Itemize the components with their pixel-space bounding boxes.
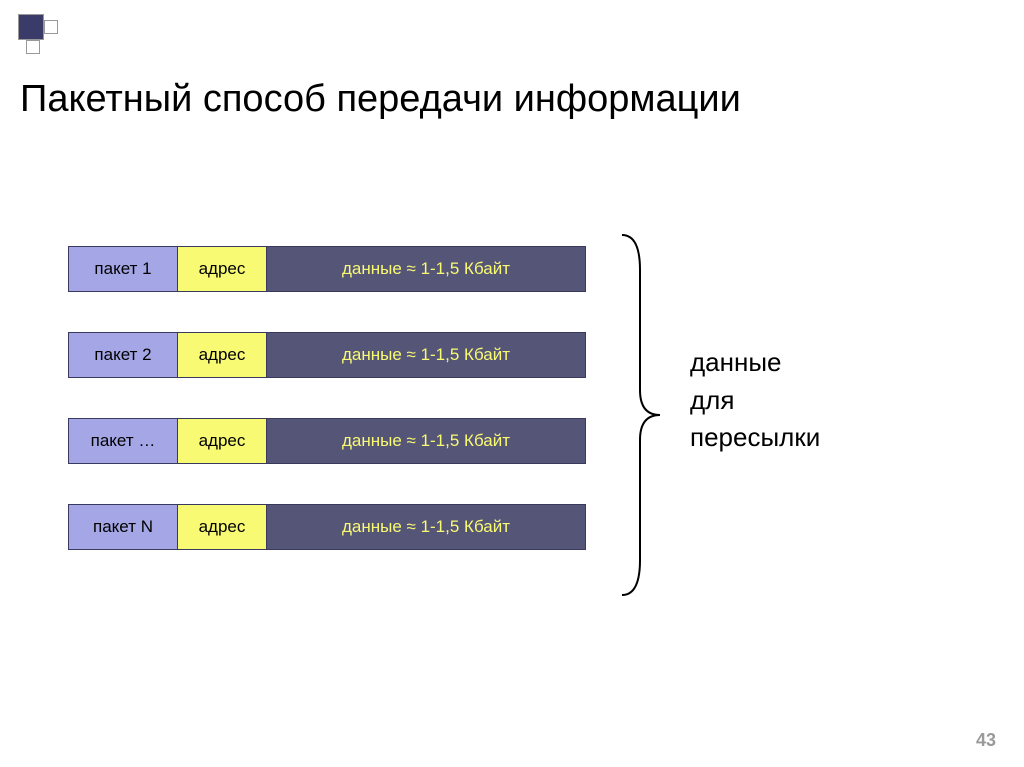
packet-row: пакет 2 адрес данные ≈ 1-1,5 Кбайт bbox=[68, 332, 586, 378]
address-label: адрес bbox=[177, 504, 267, 550]
address-label: адрес bbox=[177, 246, 267, 292]
deco-square bbox=[26, 40, 40, 54]
address-label: адрес bbox=[177, 418, 267, 464]
data-label: данные ≈ 1-1,5 Кбайт bbox=[266, 246, 586, 292]
packet-row: пакет … адрес данные ≈ 1-1,5 Кбайт bbox=[68, 418, 586, 464]
data-label: данные ≈ 1-1,5 Кбайт bbox=[266, 504, 586, 550]
packet-label: пакет … bbox=[68, 418, 178, 464]
caption-line: для bbox=[690, 382, 820, 420]
data-label: данные ≈ 1-1,5 Кбайт bbox=[266, 418, 586, 464]
packet-label: пакет 2 bbox=[68, 332, 178, 378]
brace-caption: данные для пересылки bbox=[690, 344, 820, 457]
packet-row: пакет 1 адрес данные ≈ 1-1,5 Кбайт bbox=[68, 246, 586, 292]
deco-square bbox=[44, 20, 58, 34]
address-label: адрес bbox=[177, 332, 267, 378]
page-title: Пакетный способ передачи информации bbox=[20, 78, 741, 121]
packet-row: пакет N адрес данные ≈ 1-1,5 Кбайт bbox=[68, 504, 586, 550]
packet-rows: пакет 1 адрес данные ≈ 1-1,5 Кбайт пакет… bbox=[68, 246, 586, 590]
packet-label: пакет N bbox=[68, 504, 178, 550]
page-number: 43 bbox=[976, 730, 996, 751]
curly-brace-icon bbox=[610, 230, 670, 600]
data-label: данные ≈ 1-1,5 Кбайт bbox=[266, 332, 586, 378]
deco-square bbox=[18, 14, 44, 40]
caption-line: пересылки bbox=[690, 419, 820, 457]
packet-label: пакет 1 bbox=[68, 246, 178, 292]
caption-line: данные bbox=[690, 344, 820, 382]
